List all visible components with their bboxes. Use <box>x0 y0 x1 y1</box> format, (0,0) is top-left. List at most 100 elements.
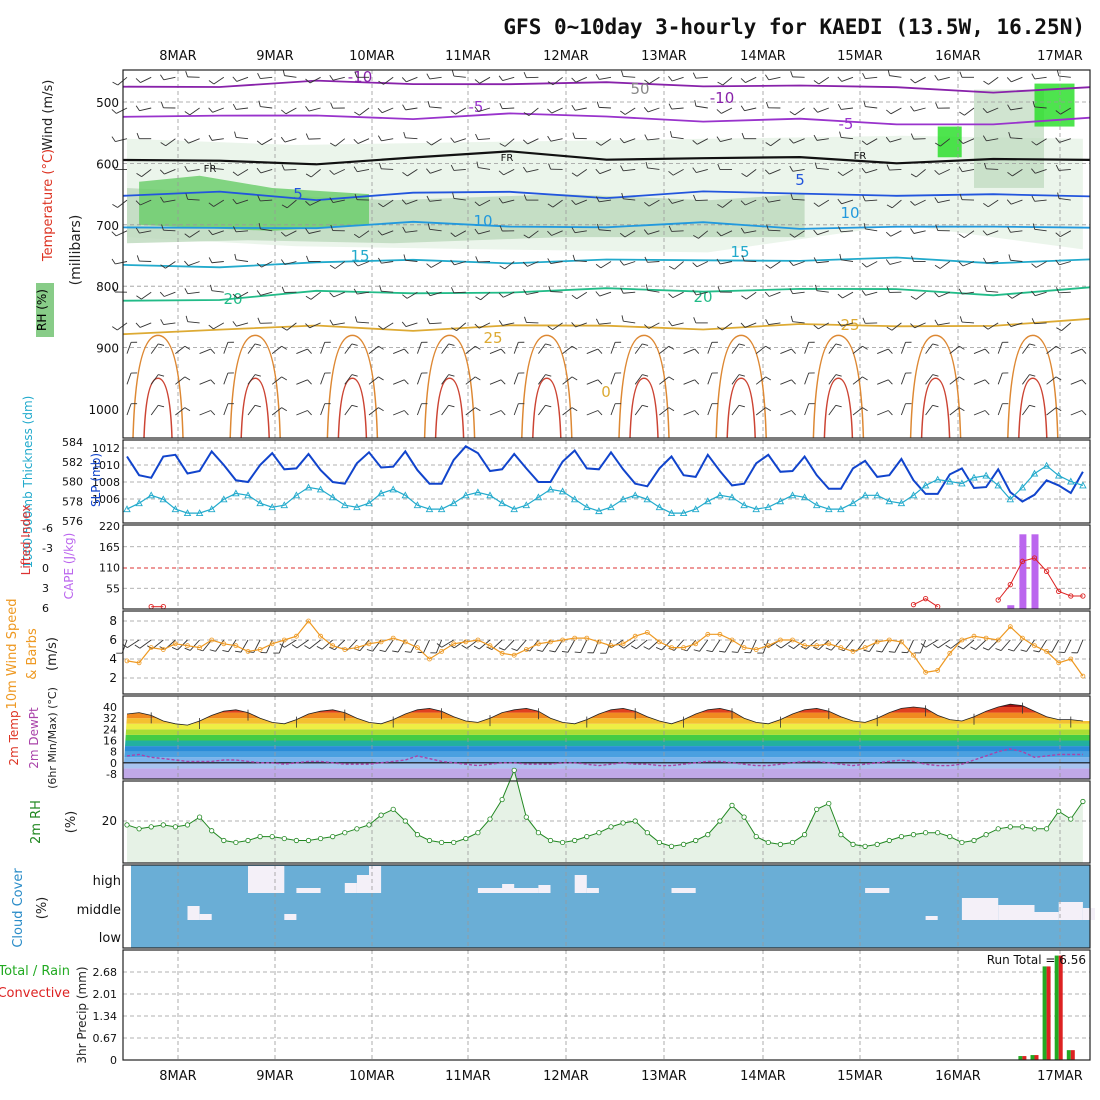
upper-barb-feather-349 <box>813 324 819 330</box>
rh2m-point-43 <box>644 830 650 836</box>
thickness-marker-60 <box>849 499 857 507</box>
surface-barb-feather-5 <box>171 647 178 651</box>
upper-barb-feather-478 <box>1055 407 1062 412</box>
upper-barb-staff-159 <box>1058 168 1071 171</box>
surface-barb-staff-26 <box>435 639 443 654</box>
thickness-marker-50 <box>728 493 736 501</box>
upper-barb-feather-419 <box>597 379 603 385</box>
upper-barb-staff-370 <box>368 345 379 354</box>
bottom-tick-label-5: 13MAR <box>641 1069 687 1084</box>
upper-barb-feather-216 <box>499 225 503 232</box>
wind-point-16 <box>318 633 324 639</box>
precip-conv-bar-0 <box>1022 1056 1027 1060</box>
upper-barb-feather-106 <box>741 132 745 139</box>
upper-barb-feather-248 <box>306 255 310 262</box>
upper-barb-feather-62 <box>643 107 649 113</box>
wind-point-45 <box>669 645 674 650</box>
upper-barb-staff-359 <box>1061 322 1072 331</box>
upper-barb-feather-48 <box>305 105 310 112</box>
thickness-marker-77 <box>1054 471 1063 479</box>
upper-barb-feather-92 <box>403 131 406 138</box>
thickness-marker-0 <box>123 505 131 513</box>
upper-barb-staff-114 <box>940 138 951 147</box>
upper-barb-feather-209 <box>330 224 334 231</box>
upper-barb-staff-123 <box>187 168 200 172</box>
bl-contour-inner-9 <box>1018 377 1048 439</box>
wind-point-5 <box>185 643 190 649</box>
upper-barb-feather-405 <box>254 374 261 377</box>
wind-point-23 <box>402 639 408 645</box>
contour-label-18: 25 <box>840 316 859 334</box>
upper-barb-feather-278 <box>1031 263 1037 268</box>
upper-barb-feather-288 <box>305 295 312 300</box>
upper-barb-staff-342 <box>648 322 660 329</box>
upper-barb-staff-257 <box>527 261 539 267</box>
upper-barb-staff-425 <box>731 374 740 385</box>
upper-barb-staff-391 <box>877 348 889 355</box>
upper-barb-staff-253 <box>430 261 442 268</box>
thickness-marker-58 <box>825 505 833 513</box>
top-tick-label-0: 8MAR <box>159 49 196 64</box>
upper-barb-feather-47 <box>281 109 287 115</box>
upper-barb-staff-440 <box>126 403 132 416</box>
upper-barb-staff-292 <box>406 291 418 299</box>
thickness-marker-19 <box>353 503 361 511</box>
upper-barb-staff-212 <box>405 230 418 233</box>
upper-barb-staff-26 <box>745 76 757 83</box>
thickness-marker-45 <box>667 509 676 517</box>
upper-barb-feather-294 <box>450 287 455 294</box>
surface-barb-feather-27 <box>436 643 442 648</box>
rh2m-point-25 <box>426 837 433 844</box>
upper-barb-feather-328 <box>305 323 310 329</box>
upper-barb-staff-221 <box>624 230 636 238</box>
surface-barb-staff-30 <box>478 639 491 650</box>
thickness-marker-21 <box>377 489 385 497</box>
upper-barb-staff-168 <box>309 199 321 206</box>
upper-barb-feather-5 <box>232 76 238 82</box>
surface-barb-staff-37 <box>567 639 576 653</box>
upper-barb-feather-350 <box>837 321 842 327</box>
upper-barb-feather-171 <box>378 202 384 208</box>
thickness-marker-33 <box>522 501 531 509</box>
upper-barb-staff-407 <box>296 379 308 385</box>
upper-barb-feather-121 <box>136 173 142 178</box>
upper-barb-staff-447 <box>296 410 308 416</box>
upper-barb-feather-336 <box>498 320 503 326</box>
rh2m-point-30 <box>487 816 493 822</box>
wind-point-75 <box>1032 643 1037 649</box>
upper-barb-staff-11 <box>383 76 394 85</box>
precip-frame <box>122 949 1091 1061</box>
upper-barb-feather-84 <box>208 134 213 141</box>
upper-barb-feather-390 <box>862 345 868 350</box>
upper-barb-staff-238 <box>1034 228 1047 232</box>
thickness-marker-2 <box>147 491 155 499</box>
rh2m-point-10 <box>245 837 251 844</box>
upper-barb-staff-87 <box>284 138 297 143</box>
upper-barb-feather-199 <box>1057 192 1060 199</box>
upper-barb-feather-138 <box>548 163 552 170</box>
surface-barb-feather-37 <box>561 650 568 653</box>
upper-barb-staff-190 <box>841 199 854 205</box>
upper-barb-staff-151 <box>865 168 878 174</box>
contour-label-12: -10 <box>710 89 735 107</box>
surface-barb-staff-14 <box>284 639 297 648</box>
rh2m-point-38 <box>584 833 590 840</box>
upper-barb-staff-462 <box>659 407 670 416</box>
wind-point-30 <box>487 643 493 649</box>
surface-barb-staff-67 <box>925 639 938 648</box>
upper-barb-feather-257 <box>522 261 528 267</box>
upper-barb-feather-12 <box>401 77 407 83</box>
upper-barb-feather-354 <box>934 319 939 326</box>
upper-barb-staff-443 <box>199 410 211 416</box>
upper-barb-staff-449 <box>344 405 353 416</box>
upper-barb-staff-386 <box>755 345 766 354</box>
upper-barb-staff-56 <box>502 107 515 110</box>
thickness-tick-4: 584 <box>62 436 83 449</box>
upper-barb-feather-331 <box>377 325 384 330</box>
upper-barb-staff-421 <box>634 374 643 385</box>
upper-barb-staff-222 <box>647 230 660 235</box>
thickness-marker-14 <box>292 491 301 499</box>
rh2m-point-23 <box>402 818 408 824</box>
upper-barb-staff-291 <box>381 290 394 293</box>
rh2m-point-3 <box>160 822 166 828</box>
